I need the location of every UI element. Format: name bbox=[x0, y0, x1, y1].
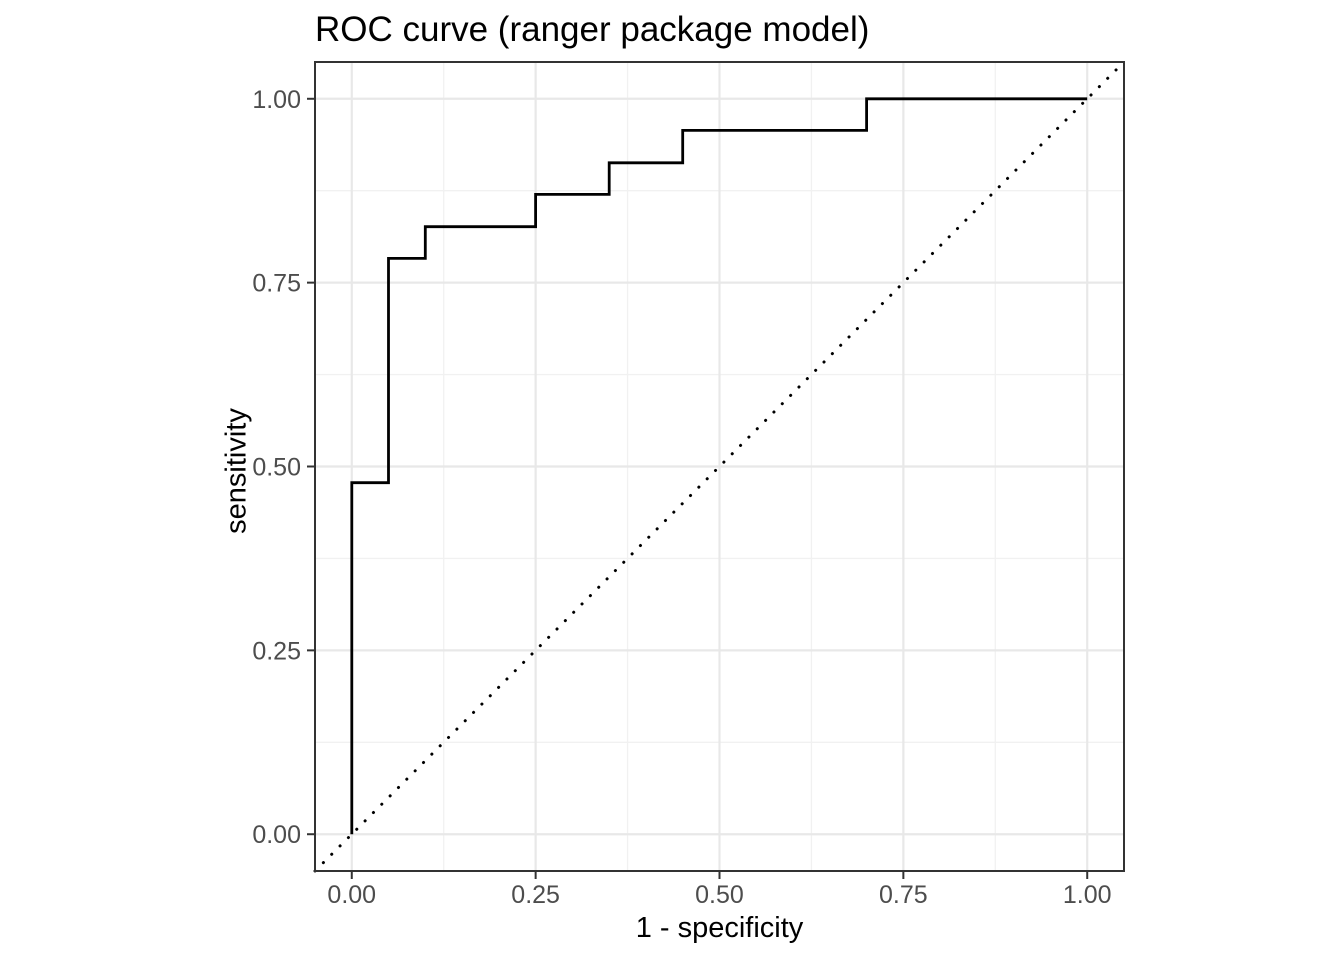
y-axis-tick-label: 0.50 bbox=[252, 454, 301, 482]
roc-curve-line bbox=[350, 97, 1088, 835]
y-axis-tick-label: 0.25 bbox=[252, 637, 301, 665]
x-axis-tick-label: 1.00 bbox=[1063, 881, 1112, 909]
y-axis-tick-label: 1.00 bbox=[252, 86, 301, 114]
x-axis-tick-label: 0.50 bbox=[695, 881, 744, 909]
chart-title: ROC curve (ranger package model) bbox=[315, 10, 870, 49]
y-axis-tick-label: 0.75 bbox=[252, 270, 301, 298]
y-axis-tick-label: 0.00 bbox=[252, 821, 301, 849]
x-axis-tick-label: 0.25 bbox=[511, 881, 560, 909]
y-axis-title: sensitivity bbox=[220, 408, 253, 534]
x-axis-tick-label: 0.00 bbox=[327, 881, 376, 909]
x-axis-title: 1 - specificity bbox=[635, 912, 804, 944]
x-axis-tick-label: 0.75 bbox=[879, 881, 928, 909]
